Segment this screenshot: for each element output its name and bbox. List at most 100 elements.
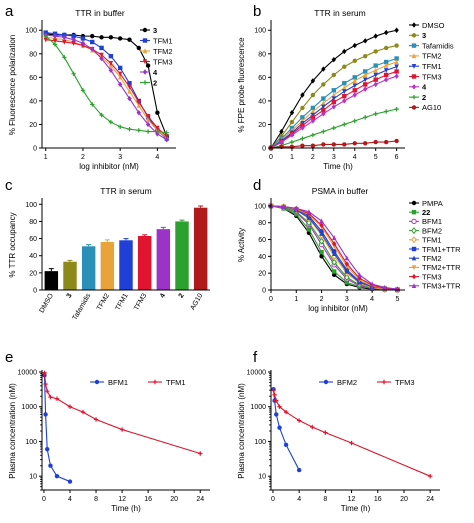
series-line xyxy=(43,372,201,455)
data-point xyxy=(306,214,312,220)
data-point xyxy=(155,110,160,115)
legend-marker xyxy=(411,246,417,252)
data-point xyxy=(394,73,399,79)
data-point xyxy=(373,49,378,54)
legend-marker xyxy=(411,105,417,110)
data-point xyxy=(363,141,368,146)
data-point xyxy=(331,142,337,147)
data-point xyxy=(45,446,50,452)
x-tick-label: 4 xyxy=(159,292,167,299)
x-tick-label: 2 xyxy=(178,292,186,299)
x-tick-label: 0 xyxy=(271,496,275,503)
x-tick-label: 4 xyxy=(297,496,301,503)
x-axis-label: Time (h) xyxy=(111,504,141,513)
axes xyxy=(41,20,176,149)
data-point xyxy=(332,251,337,257)
data-point xyxy=(373,72,378,78)
panel-f: f 0 4 8 12 16 20 24 Time (h) BFM2 TFM3 10 100 1000 100… xyxy=(237,349,440,513)
x-tick-label: AG10 xyxy=(189,292,204,311)
data-point xyxy=(71,71,76,77)
data-point xyxy=(373,67,378,73)
data-point xyxy=(155,131,160,137)
data-point xyxy=(373,63,378,68)
data-point xyxy=(300,115,305,120)
data-point xyxy=(48,463,53,468)
data-point xyxy=(71,33,76,39)
y-tick-label: 80 xyxy=(258,220,266,227)
y-tick-label: 80 xyxy=(258,51,266,58)
data-point xyxy=(342,85,347,91)
legend-label: TFM3 xyxy=(422,72,442,81)
data-point xyxy=(300,136,305,141)
legend-label: BFM2 xyxy=(337,378,357,387)
bar-TFM1 xyxy=(119,240,133,290)
data-point xyxy=(332,272,337,278)
data-point xyxy=(164,134,169,139)
legend-marker xyxy=(152,379,158,385)
x-tick-label: 5 xyxy=(395,296,399,303)
data-point xyxy=(127,126,132,132)
data-point xyxy=(145,63,151,68)
data-point xyxy=(394,56,399,61)
data-point xyxy=(342,93,347,99)
series-TFM2 xyxy=(43,34,169,140)
bar-AG10 xyxy=(193,207,208,290)
data-point xyxy=(332,269,337,274)
legend-marker xyxy=(94,379,100,385)
data-point xyxy=(283,409,289,415)
data-point xyxy=(80,36,86,41)
legend-marker xyxy=(142,48,148,54)
data-point xyxy=(310,118,316,124)
data-point xyxy=(300,125,305,131)
data-point xyxy=(383,77,389,83)
x-tick-label: 1 xyxy=(290,154,294,161)
data-point xyxy=(145,121,151,128)
data-point xyxy=(279,128,284,135)
legend-label: TFM1 xyxy=(422,62,442,71)
data-point xyxy=(427,473,433,479)
y-tick-label: 100 xyxy=(25,28,37,35)
data-point xyxy=(319,218,324,224)
data-point xyxy=(289,119,295,125)
series-line xyxy=(272,390,431,477)
data-point xyxy=(136,102,141,108)
legend-label: 22 xyxy=(422,208,430,217)
data-point xyxy=(342,89,347,95)
data-point xyxy=(394,43,399,48)
data-point xyxy=(108,35,114,40)
data-point xyxy=(45,388,50,394)
series-TFM1 xyxy=(42,370,203,456)
x-tick-label: 4 xyxy=(68,496,72,503)
y-axis-label: % Fluorescence polarization xyxy=(8,35,17,136)
x-tick-label: TFM1 xyxy=(115,292,130,311)
data-point xyxy=(331,104,337,110)
data-point xyxy=(117,65,123,71)
data-point xyxy=(99,55,104,62)
bar-4 xyxy=(156,229,171,290)
x-tick-label: 16 xyxy=(374,496,382,503)
data-point xyxy=(71,40,76,46)
y-tick-label: 0 xyxy=(262,146,266,153)
data-point xyxy=(43,381,48,387)
x-tick-label: 6 xyxy=(395,154,399,161)
panel-letter: e xyxy=(5,349,13,366)
data-point xyxy=(369,281,375,287)
panel-d: d PSMA in buffer 0 1 2 3 4 5 log inhibitor (nM) P… xyxy=(237,177,461,313)
x-tick-label: 20 xyxy=(170,496,178,503)
data-point xyxy=(383,68,389,73)
legend-label: 3 xyxy=(153,26,157,35)
legend-marker xyxy=(411,33,417,38)
data-point xyxy=(363,82,368,87)
error-bar xyxy=(142,234,148,236)
series-TFM3 xyxy=(43,37,169,139)
data-point xyxy=(99,35,104,40)
legend-marker xyxy=(142,80,148,85)
series-line xyxy=(270,75,397,149)
axes xyxy=(270,20,405,149)
data-point xyxy=(127,84,132,90)
x-tick-label: Tafamidis xyxy=(72,292,93,322)
data-point xyxy=(62,55,67,60)
legend-marker xyxy=(411,74,417,79)
data-point xyxy=(394,106,399,112)
